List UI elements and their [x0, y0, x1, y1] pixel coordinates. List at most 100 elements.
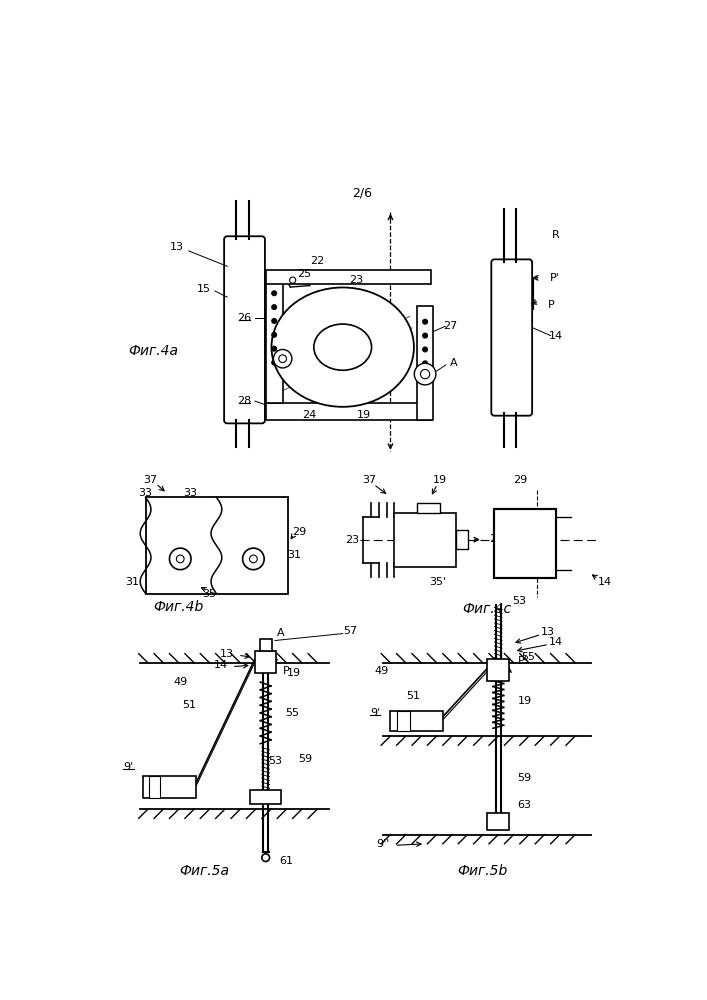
Bar	[417, 306, 433, 420]
Text: 35: 35	[202, 589, 216, 599]
Circle shape	[250, 555, 257, 563]
Text: 9': 9'	[124, 762, 134, 772]
Text: 49: 49	[174, 677, 188, 687]
Text: 35': 35'	[430, 577, 447, 587]
Text: Фиг.4c: Фиг.4c	[462, 602, 511, 616]
Text: Фиг.4b: Фиг.4b	[153, 600, 204, 614]
Text: 53: 53	[268, 756, 282, 766]
Bar	[487, 813, 509, 830]
Text: A: A	[450, 358, 457, 368]
Circle shape	[421, 369, 430, 379]
Bar	[395, 513, 456, 567]
Text: 22: 22	[310, 256, 325, 266]
Text: 13: 13	[542, 627, 555, 637]
Circle shape	[423, 347, 428, 352]
Ellipse shape	[271, 287, 414, 407]
Text: 23: 23	[489, 534, 503, 544]
Text: Фиг.5a: Фиг.5a	[179, 864, 229, 878]
Text: 55: 55	[285, 708, 299, 718]
Text: 7: 7	[378, 321, 385, 334]
Circle shape	[272, 346, 276, 351]
Text: 23: 23	[349, 275, 363, 285]
Text: 37: 37	[362, 475, 376, 485]
Text: 31: 31	[287, 550, 301, 560]
Text: 31: 31	[126, 577, 139, 587]
Text: 14: 14	[214, 660, 228, 670]
Text: 23: 23	[346, 535, 360, 545]
Bar	[397, 711, 411, 731]
Circle shape	[176, 555, 184, 563]
Bar	[417, 503, 440, 513]
Circle shape	[272, 319, 276, 323]
Circle shape	[272, 360, 276, 365]
Text: 2/6: 2/6	[352, 187, 372, 200]
Text: P: P	[549, 300, 555, 310]
Text: 33: 33	[139, 488, 153, 498]
Text: P': P'	[518, 656, 527, 666]
Text: 19: 19	[287, 668, 301, 678]
Circle shape	[274, 349, 292, 368]
Text: 25: 25	[297, 269, 311, 279]
Bar	[148, 776, 160, 798]
Text: 51: 51	[182, 700, 196, 710]
Circle shape	[170, 548, 191, 570]
Bar	[143, 776, 197, 798]
Ellipse shape	[314, 324, 372, 370]
Circle shape	[262, 854, 269, 862]
Text: P: P	[283, 666, 289, 676]
Bar	[266, 282, 283, 403]
Bar	[266, 270, 431, 284]
Text: 53: 53	[512, 596, 526, 606]
Bar	[259, 639, 272, 651]
Bar	[390, 711, 443, 731]
Circle shape	[243, 548, 264, 570]
Circle shape	[423, 333, 428, 338]
Text: 59: 59	[298, 754, 312, 764]
Text: 9': 9'	[370, 708, 380, 718]
Circle shape	[272, 291, 276, 296]
Text: 15: 15	[197, 284, 211, 294]
Text: 29: 29	[513, 475, 527, 485]
FancyBboxPatch shape	[491, 259, 532, 416]
Text: 19: 19	[356, 410, 370, 420]
Text: 57: 57	[344, 626, 358, 636]
Text: R: R	[552, 231, 560, 240]
Text: 59: 59	[518, 773, 532, 783]
Bar	[146, 497, 288, 594]
Text: 14: 14	[549, 637, 563, 647]
Text: 61: 61	[279, 856, 293, 866]
Text: 19: 19	[433, 475, 447, 485]
Text: 19: 19	[518, 696, 532, 706]
Text: 14: 14	[597, 577, 612, 587]
Text: 49: 49	[374, 666, 388, 676]
Circle shape	[423, 319, 428, 324]
Text: A: A	[277, 628, 285, 638]
Circle shape	[423, 361, 428, 366]
Circle shape	[279, 355, 286, 363]
Bar	[456, 530, 468, 549]
Bar	[266, 403, 431, 420]
Text: 14: 14	[549, 331, 563, 341]
Text: 9'': 9''	[376, 839, 390, 849]
Bar	[494, 509, 556, 578]
Text: Фиг.4a: Фиг.4a	[128, 344, 178, 358]
Text: 29: 29	[293, 527, 307, 537]
Text: 28: 28	[237, 396, 251, 406]
Bar	[487, 659, 509, 681]
Text: P': P'	[550, 273, 560, 283]
Text: 27: 27	[443, 321, 457, 331]
FancyBboxPatch shape	[224, 236, 265, 423]
Bar	[250, 790, 281, 804]
Text: 13: 13	[220, 649, 234, 659]
Text: 37: 37	[143, 475, 157, 485]
Circle shape	[272, 305, 276, 309]
Text: 63: 63	[518, 800, 532, 810]
Text: 51: 51	[407, 691, 421, 701]
Text: 26: 26	[237, 313, 251, 323]
Circle shape	[414, 363, 436, 385]
Text: 13: 13	[170, 242, 183, 252]
Bar	[494, 509, 556, 578]
Circle shape	[272, 333, 276, 337]
Text: 33: 33	[183, 488, 197, 498]
Circle shape	[290, 277, 296, 283]
